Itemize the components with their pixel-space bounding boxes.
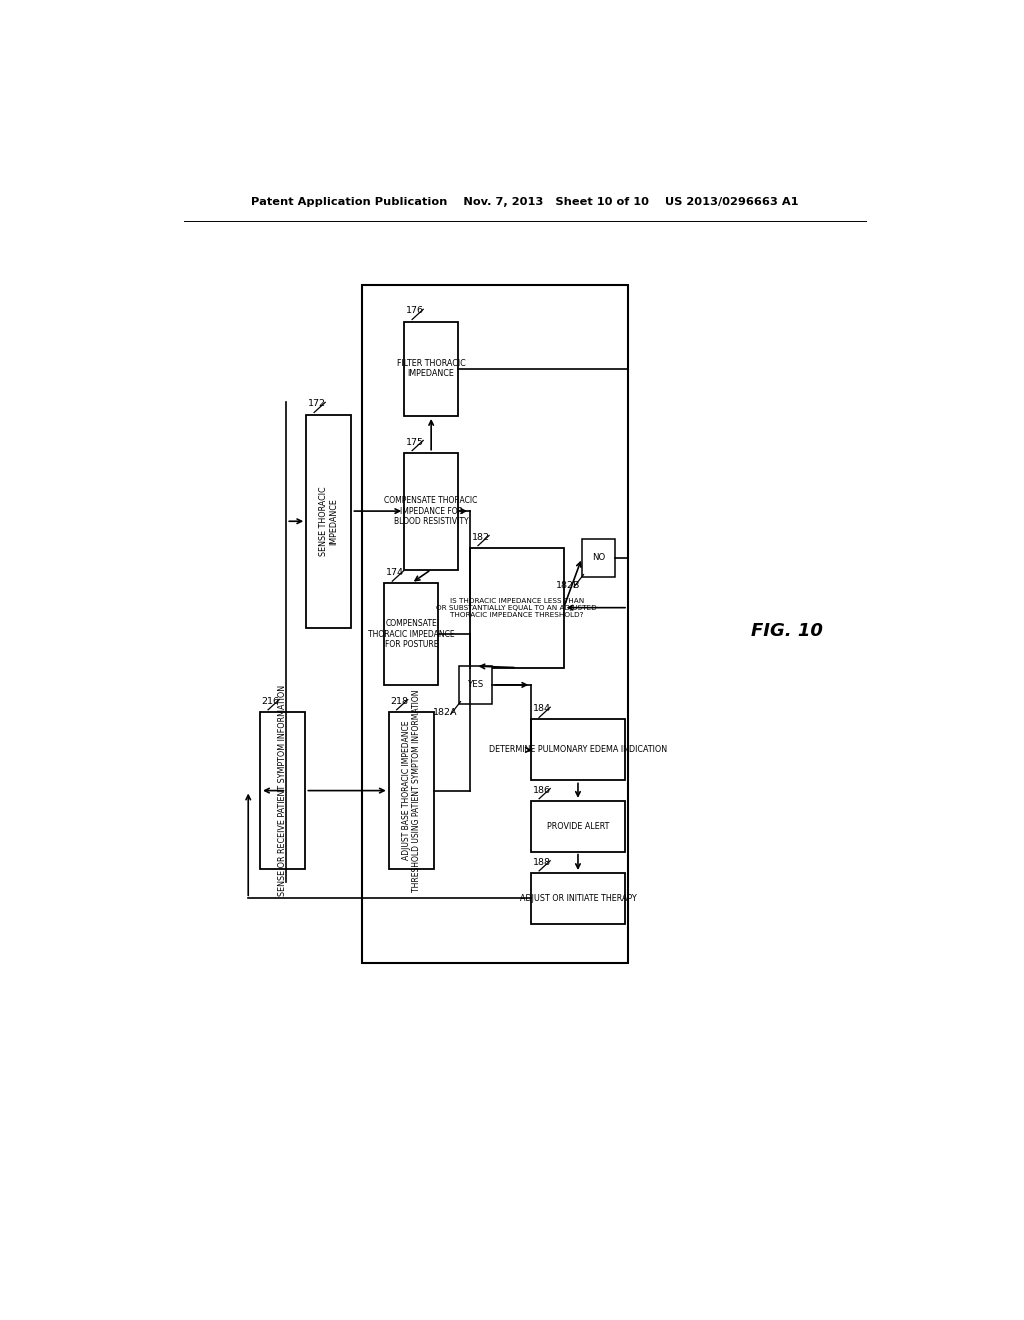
Text: FILTER THORACIC
IMPEDANCE: FILTER THORACIC IMPEDANCE bbox=[396, 359, 466, 379]
FancyBboxPatch shape bbox=[531, 719, 625, 780]
Text: DETERMINE PULMONARY EDEMA INDICATION: DETERMINE PULMONARY EDEMA INDICATION bbox=[488, 746, 667, 755]
Text: 216: 216 bbox=[262, 697, 280, 706]
Text: ADJUST BASE THORACIC IMPEDANCE
THRESHOLD USING PATIENT SYMPTOM INFORMATION: ADJUST BASE THORACIC IMPEDANCE THRESHOLD… bbox=[401, 689, 421, 892]
Text: SENSE OR RECEIVE PATIENT SYMPTOM INFORMATION: SENSE OR RECEIVE PATIENT SYMPTOM INFORMA… bbox=[279, 685, 288, 896]
Text: ADJUST OR INITIATE THERAPY: ADJUST OR INITIATE THERAPY bbox=[519, 894, 636, 903]
Text: 182B: 182B bbox=[556, 581, 581, 590]
Text: 175: 175 bbox=[406, 437, 424, 446]
Text: NO: NO bbox=[592, 553, 605, 562]
Text: 176: 176 bbox=[406, 306, 424, 315]
FancyBboxPatch shape bbox=[384, 583, 438, 685]
Text: 174: 174 bbox=[386, 568, 403, 577]
Text: Patent Application Publication    Nov. 7, 2013   Sheet 10 of 10    US 2013/02966: Patent Application Publication Nov. 7, 2… bbox=[251, 197, 799, 207]
FancyBboxPatch shape bbox=[362, 285, 628, 964]
FancyBboxPatch shape bbox=[459, 667, 493, 704]
Text: 186: 186 bbox=[532, 785, 551, 795]
FancyBboxPatch shape bbox=[404, 322, 458, 416]
FancyBboxPatch shape bbox=[531, 873, 625, 924]
Text: 172: 172 bbox=[308, 400, 326, 408]
Text: 184: 184 bbox=[532, 705, 551, 713]
Text: COMPENSATE
THORACIC IMPEDANCE
FOR POSTURE: COMPENSATE THORACIC IMPEDANCE FOR POSTUR… bbox=[368, 619, 455, 649]
FancyBboxPatch shape bbox=[582, 539, 615, 577]
FancyBboxPatch shape bbox=[470, 548, 563, 668]
FancyBboxPatch shape bbox=[389, 711, 434, 870]
Text: SENSE THORACIC
IMPEDANCE: SENSE THORACIC IMPEDANCE bbox=[319, 487, 339, 556]
FancyBboxPatch shape bbox=[404, 453, 458, 569]
FancyBboxPatch shape bbox=[306, 414, 351, 628]
Text: IS THORACIC IMPEDANCE LESS THAN
OR SUBSTANTIALLY EQUAL TO AN ADJUSTED
THORACIC I: IS THORACIC IMPEDANCE LESS THAN OR SUBST… bbox=[436, 598, 597, 618]
Text: YES: YES bbox=[468, 680, 483, 689]
FancyBboxPatch shape bbox=[260, 711, 305, 870]
Text: 182: 182 bbox=[472, 532, 489, 541]
Text: 218: 218 bbox=[390, 697, 409, 706]
Text: PROVIDE ALERT: PROVIDE ALERT bbox=[547, 821, 609, 830]
Text: 182A: 182A bbox=[433, 708, 458, 717]
Text: 188: 188 bbox=[532, 858, 551, 867]
FancyBboxPatch shape bbox=[531, 801, 625, 851]
Text: COMPENSATE THORACIC
IMPEDANCE FOR
BLOOD RESISTIVITY: COMPENSATE THORACIC IMPEDANCE FOR BLOOD … bbox=[384, 496, 478, 525]
Text: FIG. 10: FIG. 10 bbox=[751, 622, 822, 640]
